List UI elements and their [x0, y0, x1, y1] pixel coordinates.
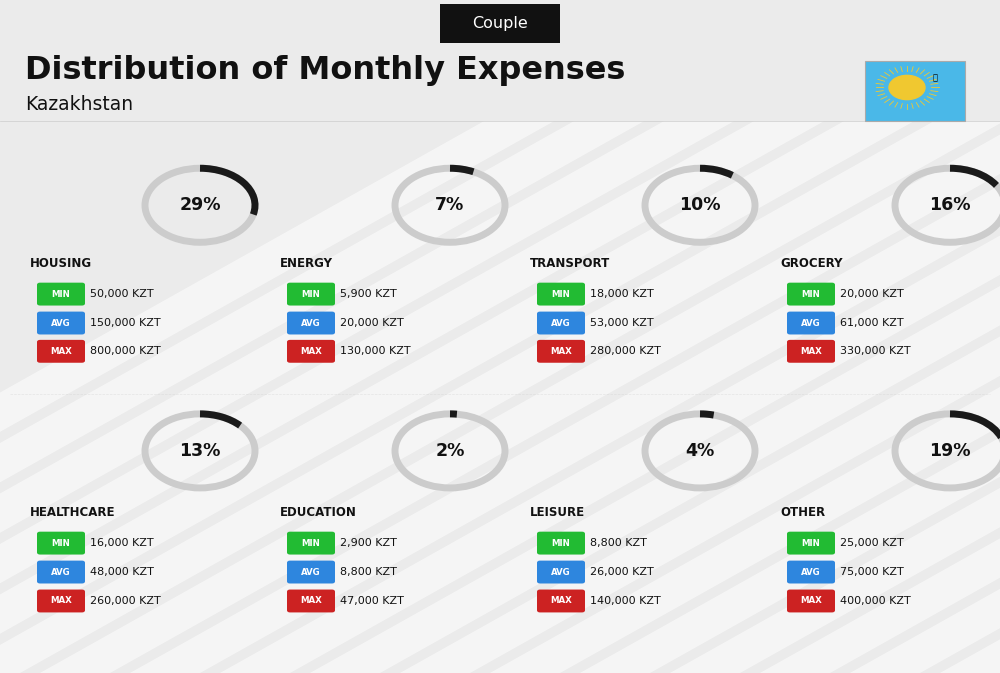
Text: 47,000 KZT: 47,000 KZT: [340, 596, 404, 606]
Polygon shape: [400, 0, 1000, 673]
FancyBboxPatch shape: [287, 283, 335, 306]
FancyBboxPatch shape: [787, 340, 835, 363]
FancyBboxPatch shape: [537, 561, 585, 583]
Text: 260,000 KZT: 260,000 KZT: [90, 596, 161, 606]
FancyBboxPatch shape: [37, 283, 85, 306]
Text: 10%: 10%: [679, 197, 721, 214]
FancyBboxPatch shape: [287, 590, 335, 612]
Text: 4%: 4%: [685, 442, 715, 460]
Text: 25,000 KZT: 25,000 KZT: [840, 538, 904, 548]
Text: MAX: MAX: [550, 347, 572, 356]
FancyBboxPatch shape: [287, 312, 335, 334]
Text: 18,000 KZT: 18,000 KZT: [590, 289, 654, 299]
Text: 19%: 19%: [929, 442, 971, 460]
Polygon shape: [940, 0, 1000, 673]
Text: 20,000 KZT: 20,000 KZT: [340, 318, 404, 328]
Polygon shape: [760, 0, 1000, 673]
Text: MIN: MIN: [52, 289, 70, 299]
Text: MIN: MIN: [552, 538, 570, 548]
FancyBboxPatch shape: [37, 532, 85, 555]
Text: MAX: MAX: [550, 596, 572, 606]
Text: Kazakhstan: Kazakhstan: [25, 95, 133, 114]
Polygon shape: [0, 0, 950, 673]
Text: MAX: MAX: [300, 596, 322, 606]
Text: 5,900 KZT: 5,900 KZT: [340, 289, 397, 299]
FancyBboxPatch shape: [865, 61, 965, 121]
Text: AVG: AVG: [301, 567, 321, 577]
Text: 2%: 2%: [435, 442, 465, 460]
Text: 50,000 KZT: 50,000 KZT: [90, 289, 154, 299]
Circle shape: [889, 75, 925, 100]
FancyBboxPatch shape: [287, 340, 335, 363]
Text: AVG: AVG: [551, 318, 571, 328]
Text: Distribution of Monthly Expenses: Distribution of Monthly Expenses: [25, 55, 625, 86]
Text: MAX: MAX: [300, 347, 322, 356]
FancyBboxPatch shape: [37, 340, 85, 363]
Polygon shape: [850, 0, 1000, 673]
Text: 7%: 7%: [435, 197, 465, 214]
Text: HOUSING: HOUSING: [30, 257, 92, 271]
FancyBboxPatch shape: [287, 532, 335, 555]
Text: 61,000 KZT: 61,000 KZT: [840, 318, 904, 328]
Text: 26,000 KZT: 26,000 KZT: [590, 567, 654, 577]
FancyBboxPatch shape: [537, 340, 585, 363]
FancyBboxPatch shape: [787, 532, 835, 555]
FancyBboxPatch shape: [537, 532, 585, 555]
Text: 8,800 KZT: 8,800 KZT: [340, 567, 397, 577]
Polygon shape: [220, 0, 1000, 673]
Text: Couple: Couple: [472, 16, 528, 31]
Text: 8,800 KZT: 8,800 KZT: [590, 538, 647, 548]
Text: MIN: MIN: [552, 289, 570, 299]
Text: 16,000 KZT: 16,000 KZT: [90, 538, 154, 548]
Text: 280,000 KZT: 280,000 KZT: [590, 347, 661, 356]
Polygon shape: [130, 0, 1000, 673]
FancyBboxPatch shape: [0, 0, 1000, 121]
FancyBboxPatch shape: [537, 312, 585, 334]
Polygon shape: [310, 0, 1000, 673]
Text: MAX: MAX: [50, 596, 72, 606]
Text: 130,000 KZT: 130,000 KZT: [340, 347, 411, 356]
FancyBboxPatch shape: [440, 4, 560, 43]
Text: 330,000 KZT: 330,000 KZT: [840, 347, 911, 356]
FancyBboxPatch shape: [37, 561, 85, 583]
Text: 48,000 KZT: 48,000 KZT: [90, 567, 154, 577]
Text: AVG: AVG: [801, 567, 821, 577]
Text: AVG: AVG: [51, 318, 71, 328]
Polygon shape: [0, 0, 860, 673]
Text: MIN: MIN: [302, 289, 320, 299]
Text: 53,000 KZT: 53,000 KZT: [590, 318, 654, 328]
Text: MIN: MIN: [302, 538, 320, 548]
Text: GROCERY: GROCERY: [780, 257, 842, 271]
Text: 2,900 KZT: 2,900 KZT: [340, 538, 397, 548]
Text: 400,000 KZT: 400,000 KZT: [840, 596, 911, 606]
Polygon shape: [580, 0, 1000, 673]
Polygon shape: [40, 0, 1000, 673]
Text: 140,000 KZT: 140,000 KZT: [590, 596, 661, 606]
Text: 75,000 KZT: 75,000 KZT: [840, 567, 904, 577]
Text: MAX: MAX: [50, 347, 72, 356]
Text: MIN: MIN: [802, 289, 820, 299]
Text: 800,000 KZT: 800,000 KZT: [90, 347, 161, 356]
FancyBboxPatch shape: [787, 312, 835, 334]
Text: EDUCATION: EDUCATION: [280, 506, 357, 520]
Text: MIN: MIN: [52, 538, 70, 548]
Text: TRANSPORT: TRANSPORT: [530, 257, 610, 271]
FancyBboxPatch shape: [787, 283, 835, 306]
Text: AVG: AVG: [51, 567, 71, 577]
Text: HEALTHCARE: HEALTHCARE: [30, 506, 116, 520]
Text: 13%: 13%: [179, 442, 221, 460]
Text: OTHER: OTHER: [780, 506, 825, 520]
Text: 29%: 29%: [179, 197, 221, 214]
FancyBboxPatch shape: [37, 590, 85, 612]
FancyBboxPatch shape: [37, 312, 85, 334]
FancyBboxPatch shape: [537, 590, 585, 612]
Text: 🦅: 🦅: [932, 73, 937, 82]
Text: AVG: AVG: [301, 318, 321, 328]
Text: LEISURE: LEISURE: [530, 506, 585, 520]
Text: AVG: AVG: [801, 318, 821, 328]
FancyBboxPatch shape: [787, 590, 835, 612]
Text: MAX: MAX: [800, 347, 822, 356]
